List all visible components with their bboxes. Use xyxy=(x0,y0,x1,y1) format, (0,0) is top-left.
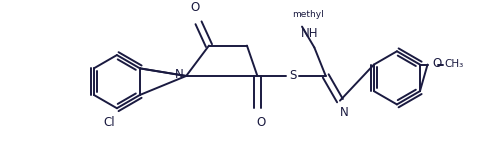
Text: O: O xyxy=(190,1,199,14)
Text: Cl: Cl xyxy=(103,116,115,129)
Text: S: S xyxy=(289,69,296,82)
Text: NH: NH xyxy=(301,27,318,40)
Text: N: N xyxy=(175,68,184,81)
Text: CH₃: CH₃ xyxy=(445,59,464,69)
Text: methyl: methyl xyxy=(293,10,324,19)
Text: N: N xyxy=(340,106,349,119)
Text: O: O xyxy=(432,57,441,70)
Text: O: O xyxy=(256,116,266,129)
